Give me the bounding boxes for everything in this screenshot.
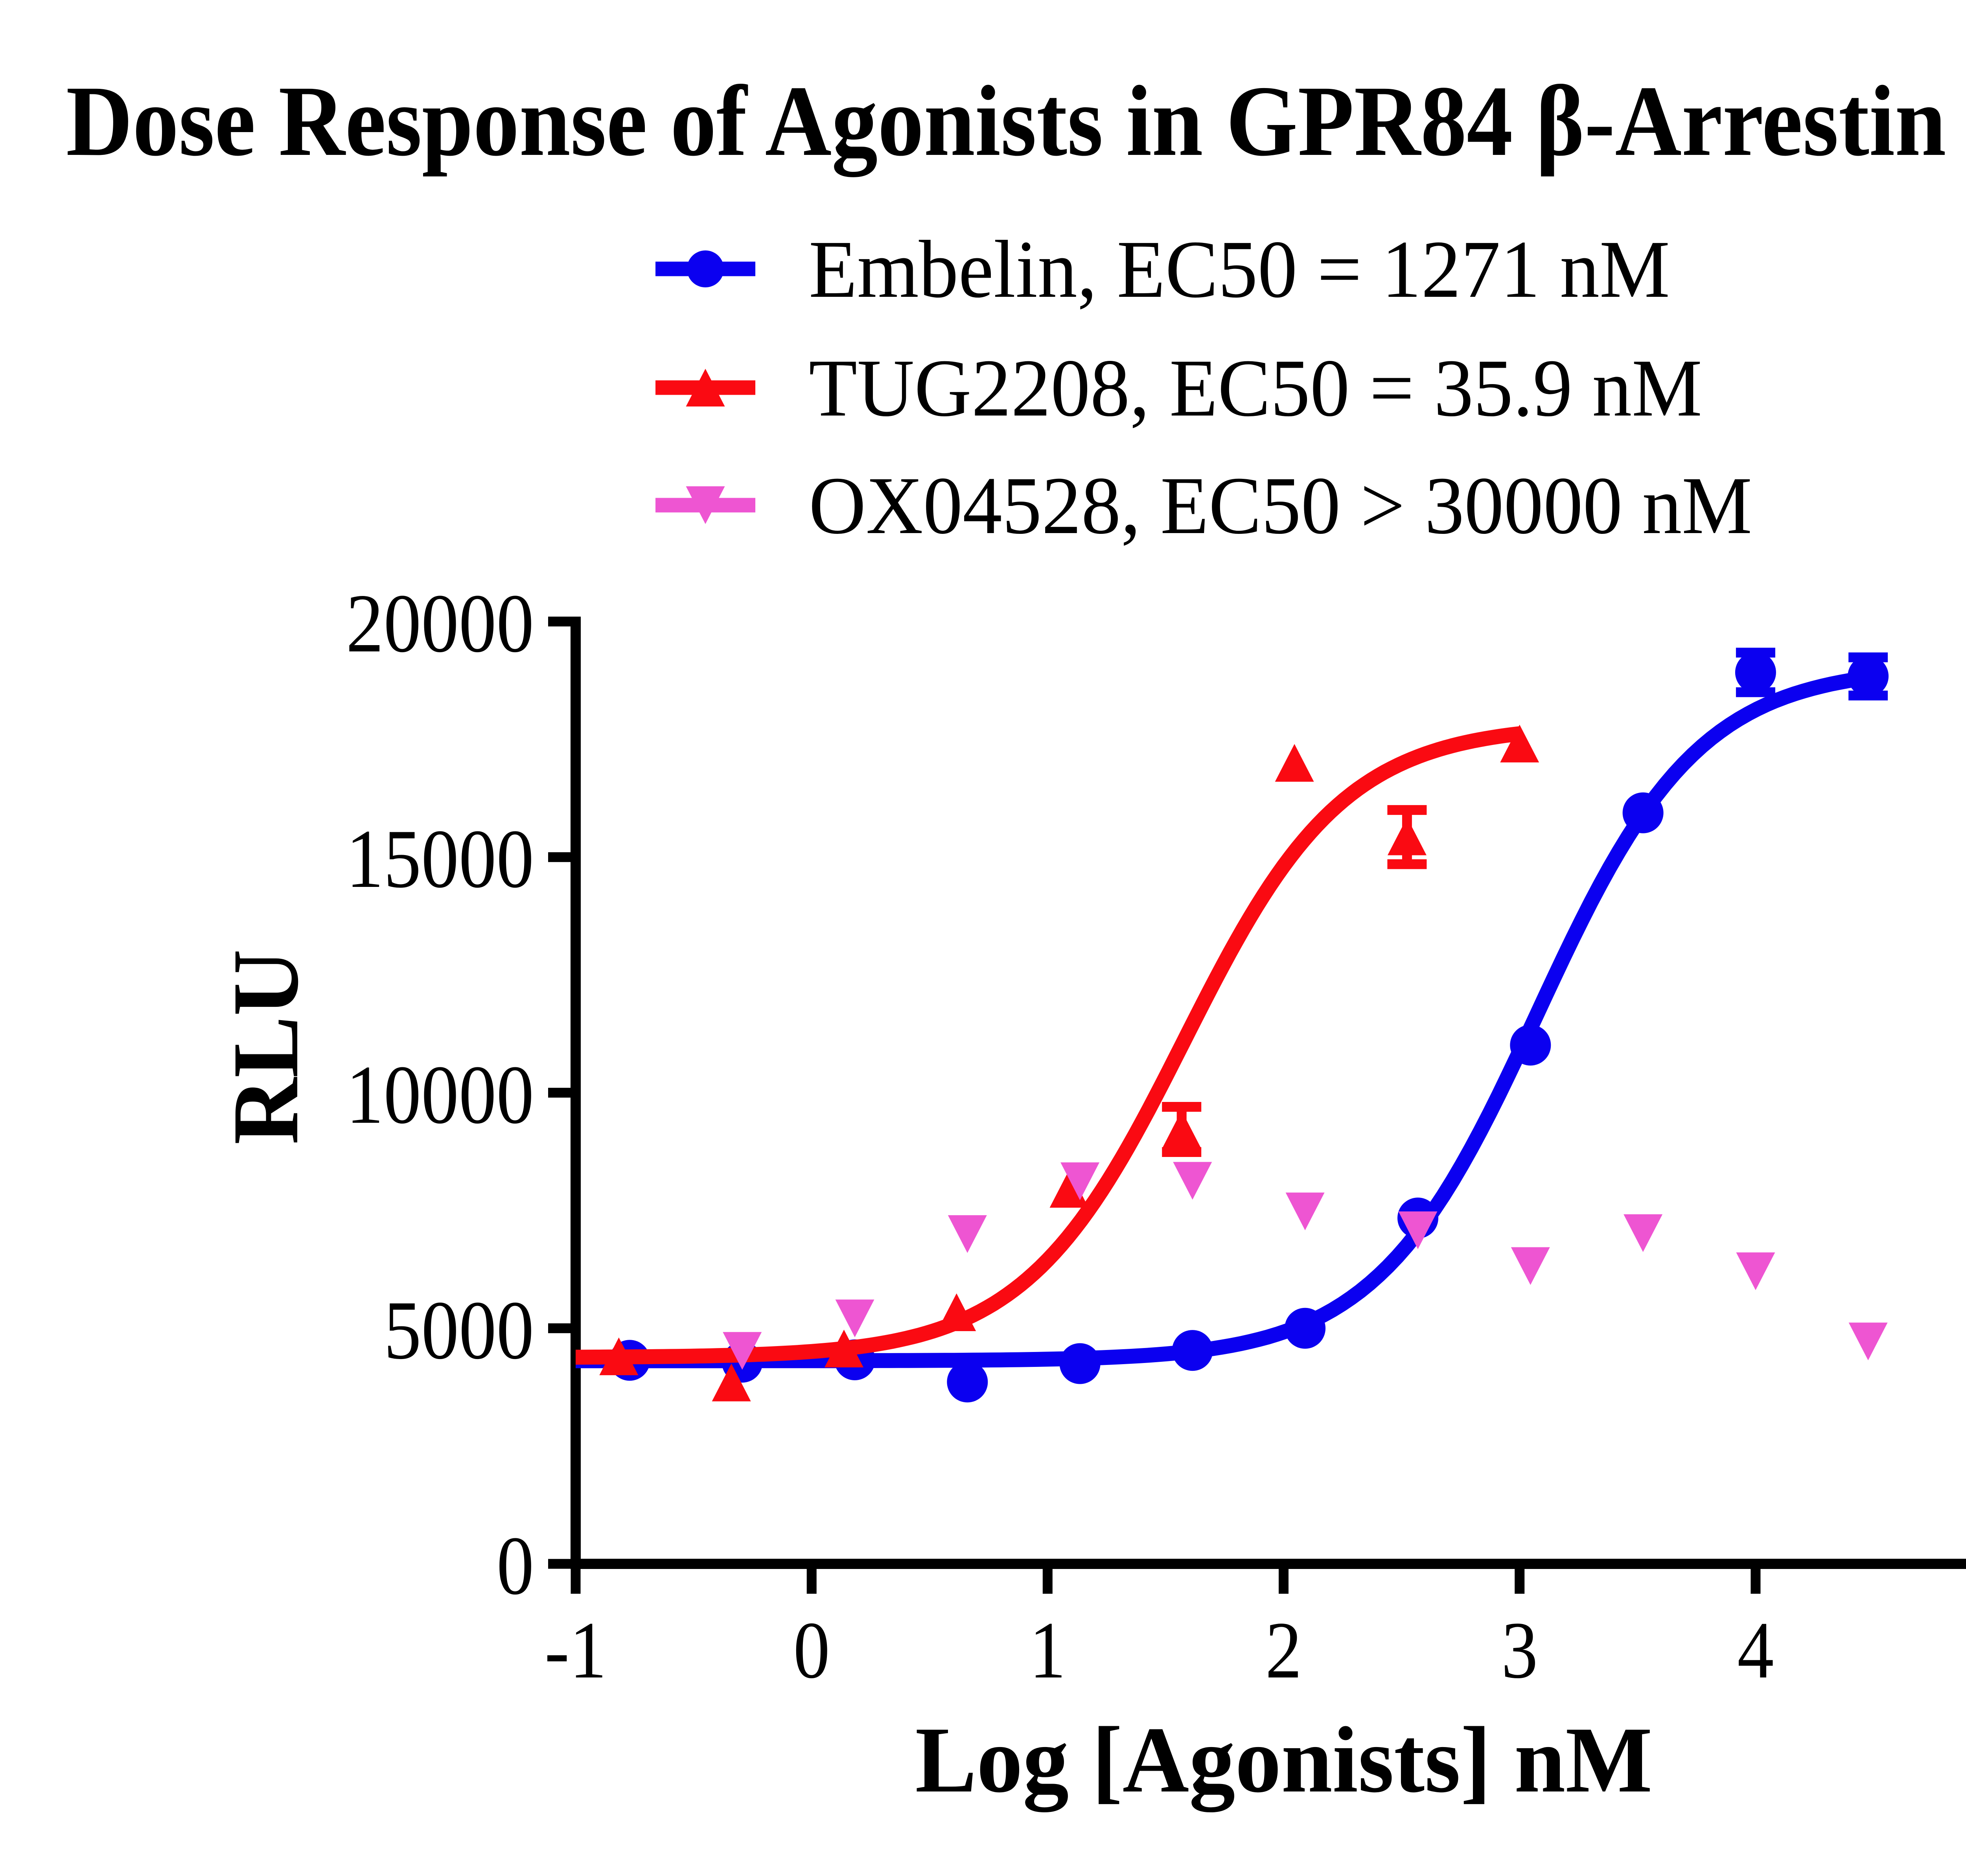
svg-text:20000: 20000	[346, 577, 534, 670]
svg-text:2: 2	[1265, 1605, 1302, 1695]
svg-text:15000: 15000	[346, 813, 534, 905]
svg-text:0: 0	[497, 1519, 534, 1612]
svg-text:0: 0	[793, 1605, 830, 1695]
svg-text:Dose Response of Agonists in G: Dose Response of Agonists in GPR84 β-Arr…	[66, 65, 1966, 178]
svg-text:Embelin, EC50 = 1271 nM: Embelin, EC50 = 1271 nM	[809, 224, 1670, 315]
svg-text:RLU: RLU	[213, 949, 318, 1145]
svg-text:-1: -1	[545, 1605, 607, 1695]
svg-text:4: 4	[1737, 1605, 1774, 1695]
svg-text:OX04528, EC50 > 30000 nM: OX04528, EC50 > 30000 nM	[809, 460, 1752, 551]
svg-text:TUG2208, EC50 = 35.9 nM: TUG2208, EC50 = 35.9 nM	[809, 343, 1702, 434]
svg-text:10000: 10000	[346, 1048, 534, 1141]
svg-text:5000: 5000	[384, 1284, 534, 1377]
svg-text:1: 1	[1029, 1605, 1066, 1695]
svg-text:3: 3	[1501, 1605, 1538, 1695]
svg-text:Log [Agonists] nM: Log [Agonists] nM	[915, 1707, 1653, 1812]
